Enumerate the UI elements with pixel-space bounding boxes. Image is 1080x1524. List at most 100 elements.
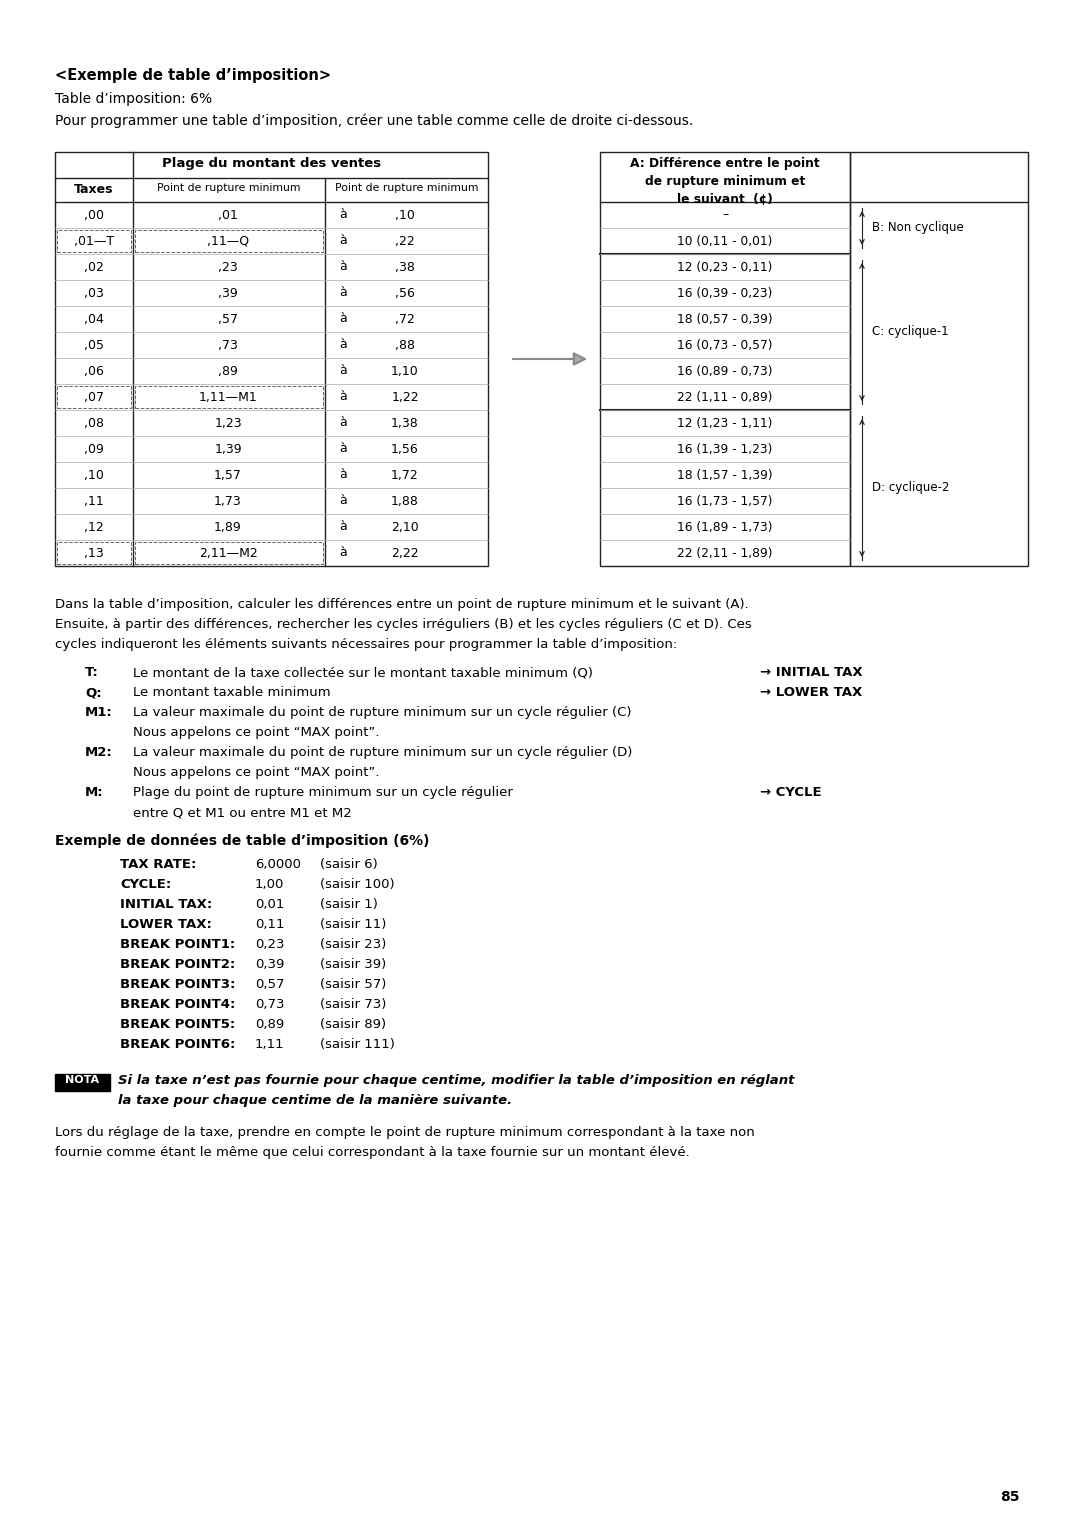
Text: ,72: ,72 (395, 312, 415, 326)
Text: M:: M: (85, 786, 104, 799)
Text: La valeur maximale du point de rupture minimum sur un cycle régulier (D): La valeur maximale du point de rupture m… (133, 747, 633, 759)
Bar (850, 152, 1028, 565)
Text: NOTA: NOTA (66, 1074, 99, 1085)
Text: BREAK POINT3:: BREAK POINT3: (120, 978, 235, 991)
Text: 6,0000: 6,0000 (255, 858, 301, 872)
Bar (57, 543, 131, 564)
Text: 1,89: 1,89 (214, 521, 242, 533)
Text: ,88: ,88 (395, 338, 415, 352)
Text: 12 (1,23 - 1,11): 12 (1,23 - 1,11) (677, 416, 772, 430)
Bar (57, 386, 131, 408)
Text: à: à (339, 521, 347, 533)
Text: ,22: ,22 (395, 235, 415, 247)
Text: la taxe pour chaque centime de la manière suivante.: la taxe pour chaque centime de la manièr… (118, 1094, 512, 1106)
Text: (saisir 100): (saisir 100) (320, 878, 394, 892)
Text: ,73: ,73 (218, 338, 238, 352)
Text: ,39: ,39 (218, 287, 238, 300)
Text: → INITIAL TAX: → INITIAL TAX (760, 666, 863, 680)
Text: 0,89: 0,89 (255, 1018, 284, 1032)
Text: Lors du réglage de la taxe, prendre en compte le point de rupture minimum corres: Lors du réglage de la taxe, prendre en c… (55, 1126, 755, 1138)
Text: 18 (1,57 - 1,39): 18 (1,57 - 1,39) (677, 468, 773, 482)
Text: (saisir 111): (saisir 111) (320, 1038, 395, 1052)
Text: ,23: ,23 (218, 261, 238, 273)
Text: 1,00: 1,00 (255, 878, 284, 892)
Text: M1:: M1: (85, 706, 112, 719)
Text: 1,88: 1,88 (391, 494, 419, 507)
Text: 0,01: 0,01 (255, 898, 284, 911)
Text: <Exemple de table d’imposition>: <Exemple de table d’imposition> (55, 69, 332, 82)
Text: 85: 85 (1000, 1490, 1020, 1504)
Text: Le montant de la taxe collectée sur le montant taxable minimum (Q): Le montant de la taxe collectée sur le m… (133, 666, 593, 680)
Text: (saisir 89): (saisir 89) (320, 1018, 387, 1032)
Text: ,09: ,09 (84, 442, 104, 456)
Text: 1,72: 1,72 (391, 468, 419, 482)
Bar (600, 152, 850, 565)
Text: 16 (1,89 - 1,73): 16 (1,89 - 1,73) (677, 521, 773, 533)
Text: ,12: ,12 (84, 521, 104, 533)
Text: 2,11—M2: 2,11—M2 (199, 547, 257, 559)
Text: Nous appelons ce point “MAX point”.: Nous appelons ce point “MAX point”. (133, 725, 379, 739)
Text: ,13: ,13 (84, 547, 104, 559)
Text: → LOWER TAX: → LOWER TAX (760, 686, 862, 700)
Text: 1,38: 1,38 (391, 416, 419, 430)
Text: Taxes: Taxes (75, 183, 113, 197)
Text: 0,57: 0,57 (255, 978, 284, 991)
Text: 18 (0,57 - 0,39): 18 (0,57 - 0,39) (677, 312, 773, 326)
Text: à: à (339, 547, 347, 559)
Text: ,56: ,56 (395, 287, 415, 300)
Text: B: Non cyclique: B: Non cyclique (872, 221, 963, 235)
Text: 0,73: 0,73 (255, 998, 284, 1010)
Text: ,11: ,11 (84, 494, 104, 507)
Bar (55, 1074, 110, 1091)
Text: 0,23: 0,23 (255, 937, 284, 951)
Text: à: à (339, 209, 347, 221)
Text: → CYCLE: → CYCLE (760, 786, 822, 799)
Text: Table d’imposition: 6%: Table d’imposition: 6% (55, 91, 212, 107)
Text: BREAK POINT2:: BREAK POINT2: (120, 959, 235, 971)
Text: Dans la table d’imposition, calculer les différences entre un point de rupture m: Dans la table d’imposition, calculer les… (55, 597, 748, 611)
Text: ,08: ,08 (84, 416, 104, 430)
Text: BREAK POINT5:: BREAK POINT5: (120, 1018, 235, 1032)
Text: (saisir 39): (saisir 39) (320, 959, 387, 971)
Text: (saisir 73): (saisir 73) (320, 998, 387, 1010)
Text: Le montant taxable minimum: Le montant taxable minimum (133, 686, 330, 700)
Text: à: à (339, 468, 347, 482)
Text: à: à (339, 494, 347, 507)
Text: à: à (339, 338, 347, 352)
Text: Q:: Q: (85, 686, 102, 700)
Bar (135, 543, 323, 564)
Bar (57, 230, 131, 251)
Text: INITIAL TAX:: INITIAL TAX: (120, 898, 213, 911)
Text: TAX RATE:: TAX RATE: (120, 858, 197, 872)
Text: ,11—Q: ,11—Q (207, 235, 249, 247)
Text: Si la taxe n’est pas fournie pour chaque centime, modifier la table d’imposition: Si la taxe n’est pas fournie pour chaque… (118, 1074, 795, 1087)
Text: à: à (339, 390, 347, 404)
Text: Point de rupture minimum: Point de rupture minimum (335, 183, 478, 194)
Text: 1,22: 1,22 (391, 390, 419, 404)
Text: (saisir 6): (saisir 6) (320, 858, 378, 872)
Text: ,10: ,10 (84, 468, 104, 482)
Text: 0,39: 0,39 (255, 959, 284, 971)
Text: (saisir 11): (saisir 11) (320, 917, 387, 931)
Text: La valeur maximale du point de rupture minimum sur un cycle régulier (C): La valeur maximale du point de rupture m… (133, 706, 632, 719)
Text: fournie comme étant le même que celui correspondant à la taxe fournie sur un mon: fournie comme étant le même que celui co… (55, 1146, 690, 1158)
Text: 10 (0,11 - 0,01): 10 (0,11 - 0,01) (677, 235, 772, 247)
Text: Nous appelons ce point “MAX point”.: Nous appelons ce point “MAX point”. (133, 767, 379, 779)
Text: ,02: ,02 (84, 261, 104, 273)
Text: 1,73: 1,73 (214, 494, 242, 507)
Text: (saisir 1): (saisir 1) (320, 898, 378, 911)
Text: 1,23: 1,23 (214, 416, 242, 430)
Text: ,07: ,07 (84, 390, 104, 404)
Text: 0,11: 0,11 (255, 917, 284, 931)
Text: ,01—T: ,01—T (73, 235, 114, 247)
Text: ,06: ,06 (84, 364, 104, 378)
Text: Pour programmer une table d’imposition, créer une table comme celle de droite ci: Pour programmer une table d’imposition, … (55, 114, 693, 128)
Text: Point de rupture minimum: Point de rupture minimum (158, 183, 300, 194)
Text: BREAK POINT6:: BREAK POINT6: (120, 1038, 235, 1052)
Text: ,05: ,05 (84, 338, 104, 352)
Text: 16 (0,89 - 0,73): 16 (0,89 - 0,73) (677, 364, 773, 378)
Text: Ensuite, à partir des différences, rechercher les cycles irréguliers (B) et les : Ensuite, à partir des différences, reche… (55, 619, 752, 631)
Text: ,01: ,01 (218, 209, 238, 221)
Text: –: – (721, 209, 728, 221)
Text: Plage du montant des ventes: Plage du montant des ventes (162, 157, 381, 171)
